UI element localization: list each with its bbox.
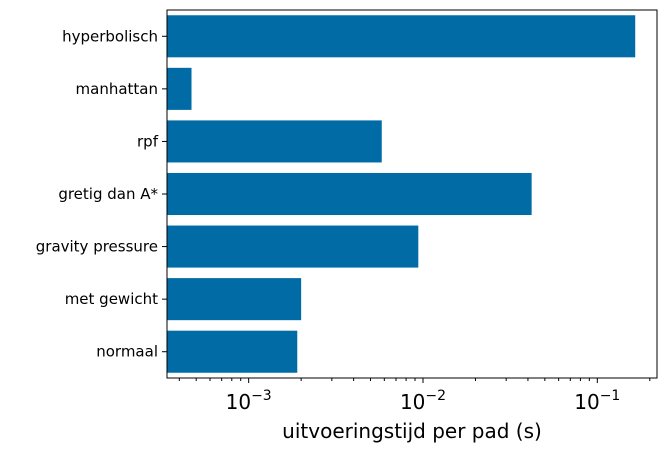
x-tick-label-1: 10−2 — [400, 388, 446, 414]
y-ticks-group: hyperbolisch manhattan rpf gretig dan A* gra… — [36, 27, 167, 361]
y-tick-label-5: met gewicht — [65, 290, 158, 308]
bar-2 — [167, 120, 382, 163]
plot-frame — [166, 9, 658, 379]
y-tick-label-1: manhattan — [76, 80, 158, 98]
bar-0 — [167, 15, 636, 58]
bar-3 — [167, 172, 532, 216]
y-tick-label-4: gravity pressure — [36, 238, 158, 256]
y-tick-label-3: gretig dan A* — [58, 185, 158, 203]
y-tick-label-6: normaal — [96, 343, 158, 361]
bar-6 — [167, 330, 298, 373]
bars-group — [167, 15, 636, 373]
x-tick-label-0: 10−3 — [226, 388, 272, 414]
x-axis-title: uitvoeringstijd per pad (s) — [282, 419, 542, 443]
bar-5 — [167, 278, 302, 321]
bar-1 — [167, 67, 192, 110]
x-tick-label-2: 10−1 — [574, 388, 620, 414]
x-ticks-group: 10−3 10−2 10−1 — [178, 378, 651, 414]
bar-4 — [167, 225, 419, 268]
y-tick-label-0: hyperbolisch — [62, 27, 158, 45]
y-tick-label-2: rpf — [137, 132, 159, 150]
